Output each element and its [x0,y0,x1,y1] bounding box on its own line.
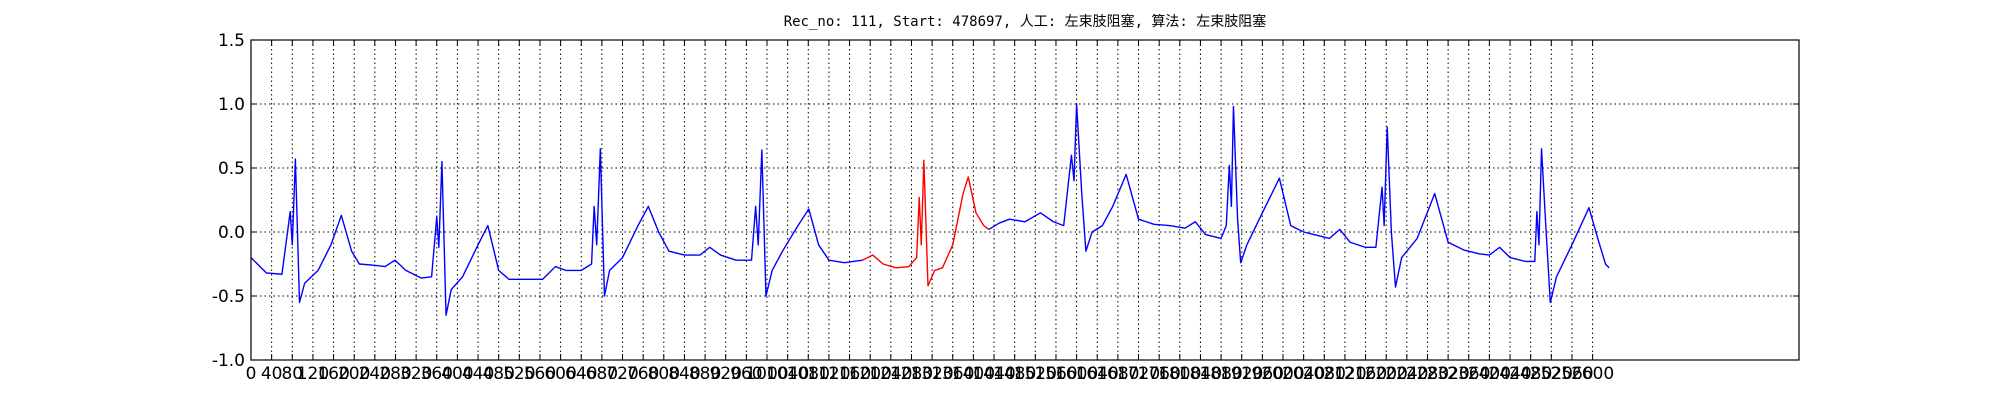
y-tick-label: 0.5 [218,159,245,179]
x-tick-label: 2560 [1550,364,1593,384]
x-tick-label: 1160 [828,364,871,384]
x-tick-label: 2200 [1365,364,1408,384]
x-tick-label: 2440 [1488,364,1531,384]
x-tick-label: 1880 [1199,364,1242,384]
x-tick-label: 2000 [1261,364,1304,384]
x-tick-label: 480 [482,364,514,384]
x-tick-label: 1840 [1179,364,1222,384]
x-tick-label: 160 [317,364,349,384]
x-tick-label: 720 [606,364,638,384]
x-tick-label: 1960 [1241,364,1284,384]
x-tick-label: 1200 [849,364,892,384]
x-tick-label: 0 [246,364,257,384]
x-tick-label: 960 [730,364,762,384]
x-tick-label: 920 [709,364,741,384]
x-tick-label: 2320 [1426,364,1469,384]
x-tick-label: 840 [668,364,700,384]
x-tick-label: 600 [544,364,576,384]
x-tick-label: 2520 [1530,364,1573,384]
y-tick-label: 0.0 [218,223,245,243]
x-tick-label: 1360 [931,364,974,384]
x-tick-label: 2360 [1447,364,1490,384]
x-tick-label: 1080 [787,364,830,384]
x-tick-label: 320 [400,364,432,384]
y-tick-label: -1.0 [212,351,245,371]
y-tick-label: 1.5 [218,31,245,51]
x-tick-label: 800 [648,364,680,384]
x-tick-label: 1400 [952,364,995,384]
x-tick-label: 1440 [972,364,1015,384]
x-tick-label: 1040 [766,364,809,384]
x-tick-label: 1800 [1158,364,1201,384]
x-tick-label: 2400 [1468,364,1511,384]
x-tick-label: 2240 [1385,364,1428,384]
x-tick-label: 1600 [1055,364,1098,384]
x-tick-label: 1320 [910,364,953,384]
x-tick-label: 360 [421,364,453,384]
x-tick-label: 520 [503,364,535,384]
x-tick-label: 1920 [1220,364,1263,384]
x-tick-label: 2160 [1344,364,1387,384]
plot-frame [250,39,1800,361]
x-tick-label: 2280 [1406,364,1449,384]
x-tick-label: 640 [565,364,597,384]
ecg-line [862,159,990,287]
x-tick-label: 680 [586,364,618,384]
x-tick-label: 400 [441,364,473,384]
x-tick-label: 2080 [1303,364,1346,384]
x-tick-label: 240 [359,364,391,384]
x-tick-label: 440 [462,364,494,384]
x-tick-label: 1240 [869,364,912,384]
x-tick-label: 2040 [1282,364,1325,384]
chart-title: Rec_no: 111, Start: 478697, 人工: 左束肢阻塞, 算… [784,13,1267,30]
x-tick-label: 1560 [1034,364,1077,384]
x-tick-label: 40 [261,364,283,384]
y-tick-label: -0.5 [212,287,245,307]
x-tick-label: 880 [689,364,721,384]
x-tick-label: 1640 [1076,364,1119,384]
x-tick-label: 280 [379,364,411,384]
x-tick-label: 120 [297,364,329,384]
ecg-line [988,103,1610,304]
ecg-line [250,148,863,316]
x-tick-label: 1520 [1014,364,1057,384]
x-tick-label: 760 [627,364,659,384]
x-tick-label: 1000 [745,364,788,384]
x-tick-label: 2600 [1571,364,1614,384]
x-tick-label: 2480 [1509,364,1552,384]
x-tick-label: 1280 [890,364,933,384]
x-tick-label: 1760 [1138,364,1181,384]
x-tick-label: 2120 [1323,364,1366,384]
x-tick-label: 1480 [993,364,1036,384]
y-tick-label: 1.0 [218,95,245,115]
x-tick-label: 1680 [1096,364,1139,384]
x-tick-label: 80 [281,364,303,384]
x-tick-label: 1720 [1117,364,1160,384]
x-tick-label: 1120 [807,364,850,384]
x-tick-label: 200 [338,364,370,384]
x-tick-label: 560 [524,364,556,384]
